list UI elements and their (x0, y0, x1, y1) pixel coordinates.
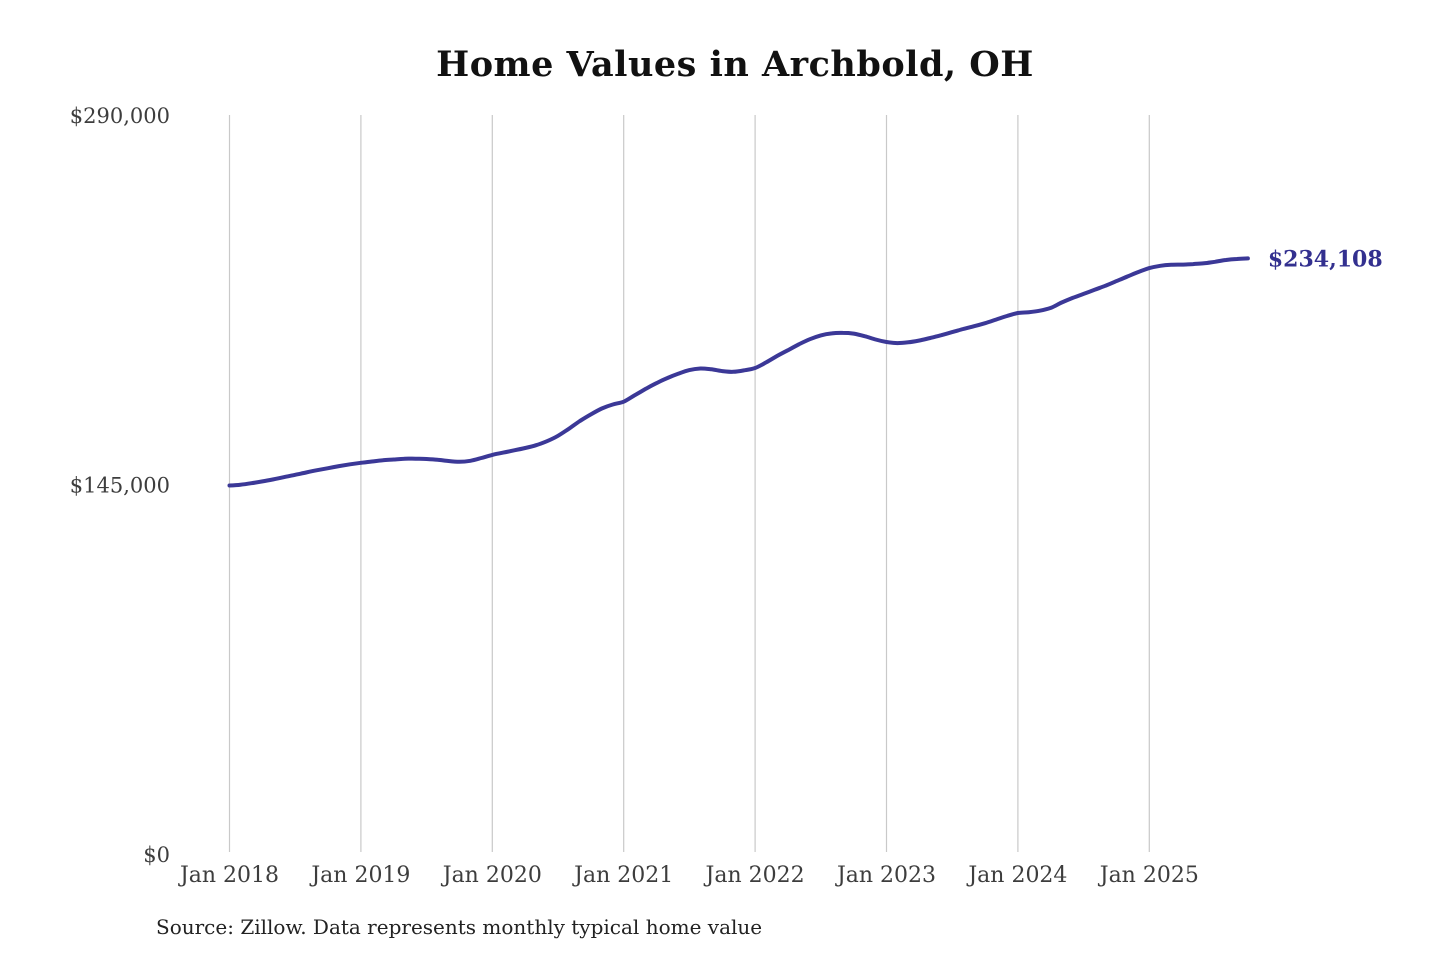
source-note: Source: Zillow. Data represents monthly … (156, 915, 763, 939)
chart-title: Home Values in Archbold, OH (436, 44, 1034, 85)
x-axis-tick-label: Jan 2018 (178, 863, 279, 888)
y-axis-tick-label: $290,000 (70, 104, 170, 128)
x-axis-tick-label: Jan 2021 (572, 863, 673, 888)
home-value-line (227, 256, 1250, 488)
latest-value-label: $234,108 (1268, 246, 1383, 272)
x-axis-tick-label: Jan 2019 (309, 863, 410, 888)
y-axis-tick-label: $0 (143, 843, 170, 867)
x-axis-tick-label: Jan 2025 (1098, 863, 1199, 888)
x-axis-tick-label: Jan 2024 (966, 863, 1067, 888)
x-axis-tick-label: Jan 2023 (835, 863, 936, 888)
x-axis-tick-label: Jan 2022 (704, 863, 805, 888)
y-axis-tick-label: $145,000 (70, 474, 170, 498)
x-axis-tick-label: Jan 2020 (441, 863, 542, 888)
